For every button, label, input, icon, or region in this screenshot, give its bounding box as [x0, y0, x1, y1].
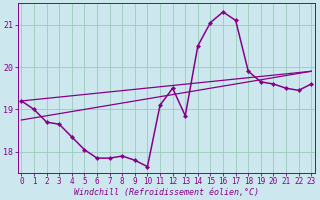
X-axis label: Windchill (Refroidissement éolien,°C): Windchill (Refroidissement éolien,°C): [74, 188, 259, 197]
